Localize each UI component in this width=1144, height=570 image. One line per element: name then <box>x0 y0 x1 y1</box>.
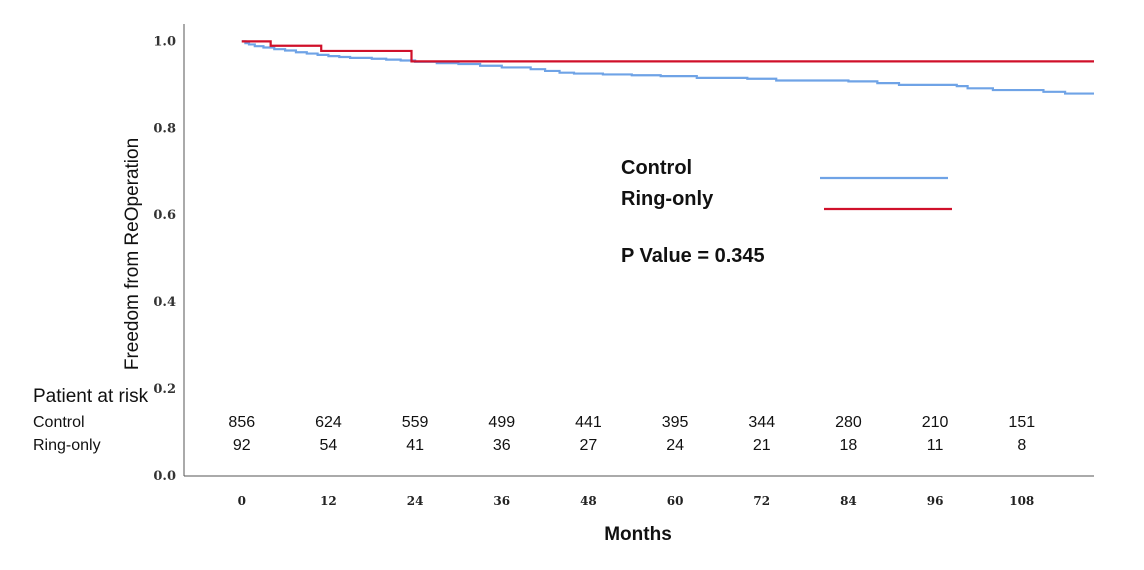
legend-label-ring-only: Ring-only <box>621 188 714 210</box>
y-tick-label: 1.0 <box>153 34 176 49</box>
risk-cell-control: 151 <box>1008 414 1035 431</box>
x-tick-label: 108 <box>1009 494 1034 508</box>
series-line-control <box>241 40 1094 95</box>
y-tick-label: 0.8 <box>153 121 176 136</box>
risk-table-cells: 856 624 559 499 441 395 344 280 210 151 92 54 41 36 27… <box>228 414 1035 454</box>
risk-cell-control: 624 <box>315 414 342 431</box>
risk-cell-control: 559 <box>402 414 429 431</box>
risk-cell-control: 280 <box>835 414 862 431</box>
x-tick-label: 72 <box>753 494 770 508</box>
risk-cell-ring-only: 8 <box>1017 437 1026 454</box>
risk-cell-control: 344 <box>748 414 775 431</box>
risk-cell-ring-only: 92 <box>233 437 251 454</box>
p-value-annotation: P Value = 0.345 <box>621 245 765 267</box>
risk-cell-ring-only: 36 <box>493 437 511 454</box>
y-tick-label: 0.4 <box>153 295 176 310</box>
x-tick-label: 24 <box>407 494 424 508</box>
risk-row-label-ring-only: Ring-only <box>33 437 101 454</box>
legend-label-control: Control <box>621 157 692 179</box>
y-tick-labels: 0.0 0.2 0.4 0.6 0.8 1.0 <box>153 34 176 484</box>
x-tick-label: 84 <box>840 494 857 508</box>
x-tick-label: 48 <box>580 494 597 508</box>
series-line-ring-only <box>241 40 1094 63</box>
y-tick-label: 0.6 <box>153 208 176 223</box>
series-lines <box>241 40 1094 95</box>
risk-row-label-control: Control <box>33 414 85 431</box>
risk-cell-ring-only: 24 <box>666 437 684 454</box>
y-axis-label: Freedom from ReOperation <box>122 138 143 370</box>
axes <box>183 24 1094 477</box>
risk-cell-control: 395 <box>662 414 689 431</box>
risk-table-title: Patient at risk <box>33 386 149 407</box>
risk-cell-ring-only: 27 <box>580 437 598 454</box>
risk-cell-control: 210 <box>922 414 949 431</box>
x-tick-label: 12 <box>320 494 337 508</box>
risk-cell-ring-only: 54 <box>320 437 338 454</box>
x-tick-label: 60 <box>667 494 684 508</box>
x-tick-label: 96 <box>927 494 944 508</box>
legend: Control Ring-only <box>621 157 952 211</box>
x-tick-label: 36 <box>493 494 510 508</box>
y-tick-label: 0.0 <box>153 469 176 484</box>
y-tick-label: 0.2 <box>153 382 176 397</box>
risk-table: Patient at risk Control Ring-only 856 624… <box>33 386 1035 454</box>
x-tick-label: 0 <box>238 494 246 508</box>
risk-cell-ring-only: 41 <box>406 437 424 454</box>
risk-cell-control: 856 <box>228 414 255 431</box>
x-tick-labels: 0 12 24 36 48 60 72 84 96 108 <box>238 494 1035 508</box>
risk-cell-ring-only: 21 <box>753 437 771 454</box>
risk-cell-control: 441 <box>575 414 602 431</box>
risk-cell-ring-only: 18 <box>840 437 858 454</box>
risk-cell-ring-only: 11 <box>927 437 944 454</box>
risk-cell-control: 499 <box>488 414 515 431</box>
x-axis-label: Months <box>604 524 672 545</box>
